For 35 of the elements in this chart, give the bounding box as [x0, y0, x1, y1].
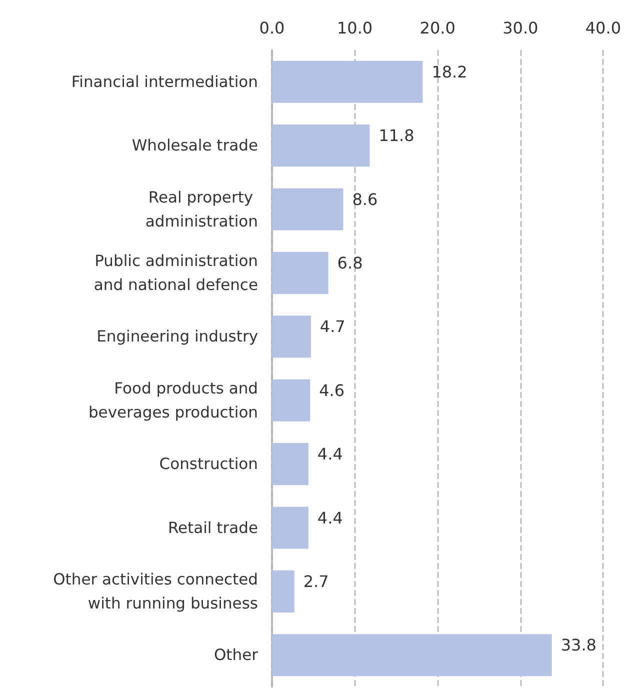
y-tick-label: Food products and beverages production	[88, 379, 258, 422]
x-tick-label: 0.0	[259, 18, 285, 38]
y-tick-label: Other activities connected with running business	[53, 570, 258, 612]
data-label: 4.7	[320, 317, 346, 336]
x-tick-label: 40.0	[585, 18, 621, 38]
bar	[272, 506, 308, 549]
bar	[272, 188, 344, 230]
y-tick-label: Real property administration	[145, 188, 258, 230]
data-label: 4.4	[317, 508, 343, 528]
y-tick-label: Engineering industry	[96, 328, 258, 346]
data-label: 6.8	[337, 253, 363, 272]
bar	[272, 443, 308, 486]
x-tick-label: 20.0	[420, 18, 456, 38]
y-tick-label: Financial intermediation	[71, 72, 258, 91]
data-label: 8.6	[352, 190, 378, 209]
data-label: 4.6	[319, 380, 345, 400]
bar	[272, 379, 310, 422]
bar	[272, 634, 552, 676]
data-label: 18.2	[432, 62, 468, 82]
y-tick-label: Retail trade	[168, 518, 258, 537]
x-tick-label: 30.0	[502, 18, 538, 38]
bar	[272, 124, 370, 167]
data-label: 4.4	[317, 444, 343, 464]
data-label: 33.8	[560, 636, 596, 655]
bar	[272, 252, 328, 294]
data-label: 11.8	[378, 126, 414, 146]
data-label: 2.7	[303, 572, 329, 591]
y-tick-label: Wholesale trade	[132, 136, 258, 155]
x-tick-label: 10.0	[336, 18, 373, 38]
bar	[272, 316, 311, 358]
y-tick-label: Other	[214, 646, 259, 664]
bar	[272, 60, 423, 103]
y-tick-label: Public administration and national defence	[94, 252, 258, 294]
bar	[272, 570, 294, 612]
y-tick-label: Construction	[159, 455, 258, 474]
